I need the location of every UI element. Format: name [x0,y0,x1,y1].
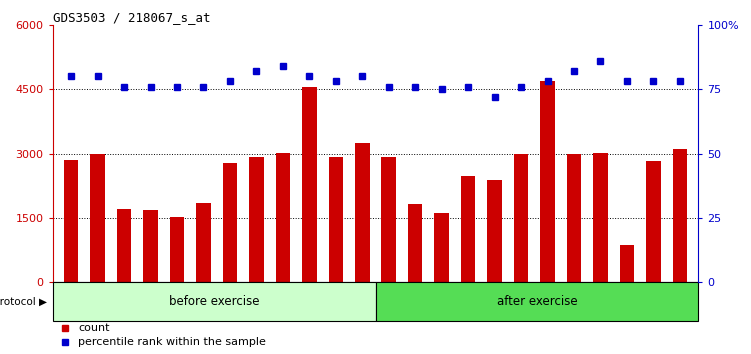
Bar [646,161,661,282]
Bar [249,156,264,282]
Bar [434,213,449,282]
Bar [222,163,237,282]
Bar [540,81,555,282]
Bar [90,154,105,282]
Text: after exercise: after exercise [496,295,578,308]
Bar [382,157,396,282]
Bar [593,153,608,282]
Bar [302,87,317,282]
Bar [276,153,290,282]
Bar [461,176,475,282]
Text: protocol ▶: protocol ▶ [0,297,47,307]
Bar [196,203,211,282]
Bar [673,149,687,282]
Text: before exercise: before exercise [169,295,259,308]
Bar [620,245,635,282]
Bar [567,154,581,282]
Bar [408,204,423,282]
Bar [116,210,131,282]
Text: percentile rank within the sample: percentile rank within the sample [78,337,267,347]
Bar [487,180,502,282]
Bar [514,154,529,282]
Text: GDS3503 / 218067_s_at: GDS3503 / 218067_s_at [53,11,210,24]
Bar [53,282,376,321]
Bar [328,157,343,282]
Bar [376,282,698,321]
Bar [143,210,158,282]
Text: count: count [78,322,110,333]
Bar [355,143,369,282]
Bar [64,160,78,282]
Bar [170,217,184,282]
